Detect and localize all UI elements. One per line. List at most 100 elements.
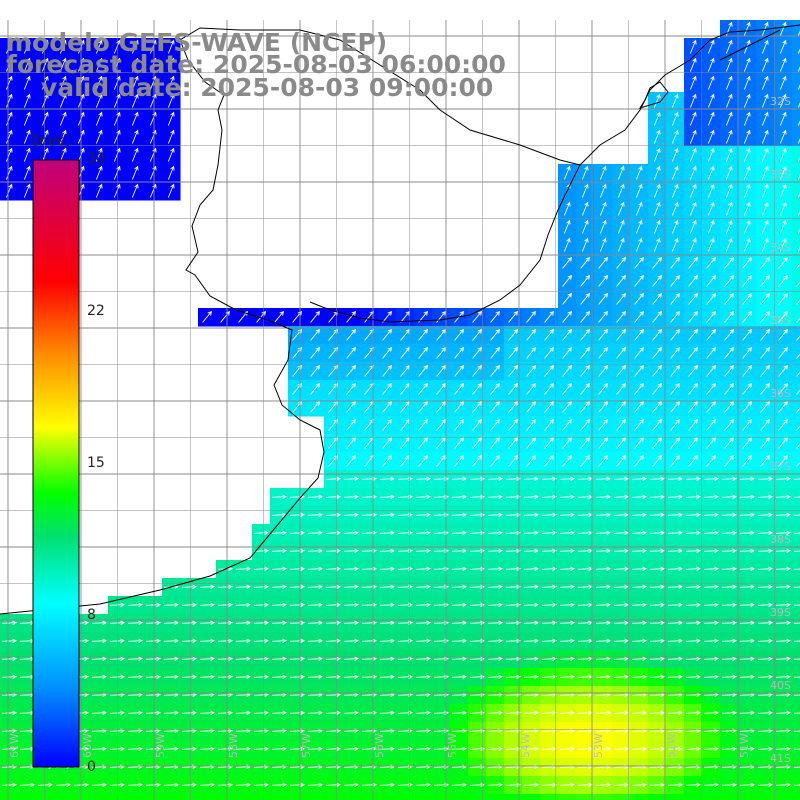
wind-arrow: [469, 746, 485, 752]
wind-speed-cell: [792, 362, 800, 381]
wind-arrow: [127, 746, 143, 752]
wind-arrow: [181, 638, 197, 644]
wind-arrow: [361, 566, 377, 572]
wind-arrow: [707, 57, 715, 72]
wind-arrow: [707, 219, 715, 234]
wind-arrow: [541, 620, 557, 626]
wind-speed-cell: [216, 794, 235, 800]
wind-arrow: [131, 57, 139, 72]
wind-arrow: [508, 382, 519, 395]
wind-arrow: [598, 274, 609, 287]
wind-arrow: [472, 364, 483, 377]
wind-arrow: [739, 620, 755, 626]
wind-arrow: [685, 782, 701, 788]
wind-speed-cell: [792, 200, 800, 219]
wind-arrow: [379, 566, 395, 572]
wind-arrow: [652, 364, 663, 377]
wind-arrow: [163, 674, 179, 680]
wind-arrow: [382, 346, 393, 359]
longitude-label: 55W: [446, 733, 459, 758]
wind-arrow: [541, 674, 557, 680]
wind-arrow: [631, 512, 647, 518]
wind-arrow: [739, 494, 755, 500]
wind-arrow: [451, 782, 467, 788]
wind-arrow: [109, 764, 125, 770]
wind-arrow: [724, 382, 735, 395]
wind-arrow: [289, 656, 305, 662]
wind-arrow: [775, 782, 791, 788]
wind-arrow: [724, 310, 735, 323]
wind-arrow: [253, 692, 269, 698]
wind-arrow: [580, 310, 591, 323]
wind-arrow: [685, 710, 701, 716]
wind-arrow: [739, 530, 755, 536]
wind-arrow: [760, 454, 771, 467]
wind-arrow: [598, 454, 609, 467]
wind-arrow: [743, 93, 751, 108]
wind-arrow: [454, 346, 465, 359]
wind-arrow: [505, 584, 521, 590]
wind-arrow: [5, 75, 13, 90]
wind-arrow: [631, 494, 647, 500]
wind-arrow: [689, 75, 697, 90]
wind-arrow: [778, 400, 789, 413]
wind-arrow: [199, 584, 215, 590]
wind-arrow: [523, 692, 539, 698]
wind-arrow: [760, 382, 771, 395]
wind-arrow: [328, 454, 339, 467]
longitude-label: 58W: [227, 733, 240, 758]
wind-arrow: [343, 494, 359, 500]
wind-arrow: [613, 656, 629, 662]
wind-arrow: [613, 602, 629, 608]
wind-arrow: [235, 674, 251, 680]
wind-arrow: [616, 256, 627, 269]
wind-arrow: [616, 454, 627, 467]
wind-arrow: [559, 782, 575, 788]
wind-arrow: [55, 782, 71, 788]
wind-arrow: [487, 602, 503, 608]
wind-arrow: [472, 346, 483, 359]
wind-arrow: [559, 548, 575, 554]
wind-arrow: [487, 764, 503, 770]
wind-arrow: [235, 692, 251, 698]
wind-arrow: [775, 638, 791, 644]
wind-speed-cell: [702, 794, 721, 800]
wind-arrow: [451, 620, 467, 626]
wind-arrow: [667, 656, 683, 662]
latitude-label: 32S: [770, 95, 791, 108]
wind-arrow: [1, 638, 17, 644]
wind-arrow: [649, 692, 665, 698]
wind-speed-cell: [792, 128, 800, 147]
wind-arrow: [779, 147, 787, 162]
wind-arrow: [469, 692, 485, 698]
wind-arrow: [328, 364, 339, 377]
wind-arrow: [739, 476, 755, 482]
wind-arrow: [451, 692, 467, 698]
wind-arrow: [688, 256, 699, 269]
wind-arrow: [505, 530, 521, 536]
wind-arrow: [688, 382, 699, 395]
wind-arrow: [451, 530, 467, 536]
wind-arrow: [23, 39, 31, 54]
wind-arrow: [181, 692, 197, 698]
wind-arrow: [19, 782, 35, 788]
wind-arrow: [779, 21, 787, 36]
wind-arrow: [706, 256, 717, 269]
wind-arrow: [325, 746, 341, 752]
wind-speed-cell: [468, 794, 487, 800]
wind-arrow: [703, 602, 719, 608]
wind-speed-cell: [360, 794, 379, 800]
wind-arrow: [544, 364, 555, 377]
wind-arrow: [505, 764, 521, 770]
wind-arrow: [415, 620, 431, 626]
wind-arrow: [725, 219, 733, 234]
wind-arrow: [671, 93, 679, 108]
wind-arrow: [761, 75, 769, 90]
wind-arrow: [635, 183, 643, 198]
wind-arrow: [167, 129, 175, 144]
forecast-date: forecast date: 2025-08-03 06:00:00: [6, 50, 506, 79]
wind-arrow: [469, 512, 485, 518]
wind-arrow: [235, 710, 251, 716]
wind-arrow: [631, 638, 647, 644]
